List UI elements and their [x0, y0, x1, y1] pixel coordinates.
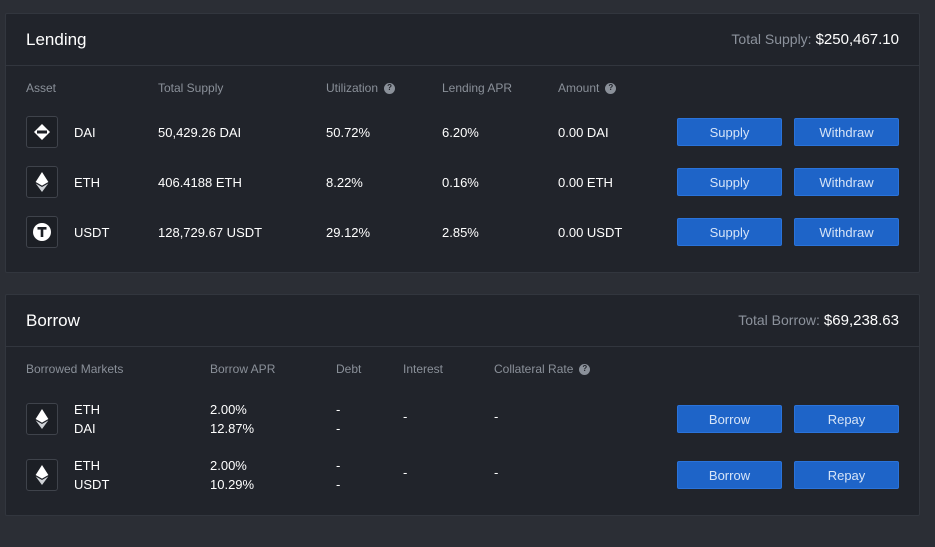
lending-row-eth: ETH 406.4188 ETH 8.22% 0.16% 0.00 ETH Su… [6, 160, 919, 210]
repay-button[interactable]: Repay [794, 461, 899, 489]
eth-icon [26, 403, 58, 435]
total-supply-label: Total Supply: [731, 31, 812, 47]
borrow-button[interactable]: Borrow [677, 405, 782, 433]
col-asset: Asset [26, 81, 57, 95]
market-assets: ETH USDT [74, 456, 109, 494]
total-supply-value: 50,429.26 DAI [158, 125, 242, 140]
help-icon[interactable]: ? [605, 82, 617, 94]
borrow-column-headers: Borrowed Markets Borrow APR Debt Interes… [6, 347, 919, 391]
lending-column-headers: Asset Total Supply Utilization? Lending … [6, 66, 919, 110]
lending-row-usdt: USDT 128,729.67 USDT 29.12% 2.85% 0.00 U… [6, 210, 919, 260]
market-asset-1: ETH [74, 458, 100, 473]
withdraw-button[interactable]: Withdraw [794, 168, 899, 196]
asset-name: DAI [74, 125, 96, 140]
debt-values: - - [336, 400, 340, 438]
borrow-title: Borrow [26, 310, 80, 330]
lending-title: Lending [26, 29, 87, 49]
withdraw-button[interactable]: Withdraw [794, 118, 899, 146]
borrow-row-eth-dai: ETH DAI 2.00% 12.87% - - - - Borrow Repa… [6, 391, 919, 447]
col-lending-apr: Lending APR [442, 81, 513, 95]
total-borrow-value: $69,238.63 [823, 312, 899, 329]
total-supply-value: 406.4188 ETH [158, 175, 242, 190]
borrow-button[interactable]: Borrow [677, 461, 782, 489]
lending-header: Lending Total Supply: $250,467.10 [6, 14, 919, 66]
market-asset-1: ETH [74, 402, 100, 417]
debt-1: - [336, 402, 341, 417]
lending-apr-value: 0.16% [442, 175, 479, 190]
debt-2: - [336, 421, 341, 436]
amount-value: 0.00 ETH [558, 175, 613, 190]
withdraw-button[interactable]: Withdraw [794, 218, 899, 246]
borrow-apr: 2.00% 12.87% [210, 400, 254, 438]
col-debt: Debt [336, 362, 362, 376]
total-supply-value: $250,467.10 [815, 31, 899, 48]
asset-name: ETH [74, 175, 100, 190]
col-total-supply: Total Supply [158, 81, 224, 95]
borrow-apr-1: 2.00% [210, 458, 247, 473]
debt-2: - [336, 477, 341, 492]
usdt-icon [26, 216, 58, 248]
borrow-panel: Borrow Total Borrow: $69,238.63 Borrowed … [5, 294, 920, 516]
amount-value: 0.00 DAI [558, 125, 609, 140]
borrow-apr-2: 12.87% [210, 421, 255, 436]
borrow-apr-1: 2.00% [210, 402, 247, 417]
utilization-value: 50.72% [326, 125, 371, 140]
supply-button[interactable]: Supply [677, 218, 782, 246]
col-borrowed-markets: Borrowed Markets [26, 362, 124, 376]
supply-button[interactable]: Supply [677, 118, 782, 146]
utilization-value: 29.12% [326, 225, 371, 240]
total-supply-value: 128,729.67 USDT [158, 225, 263, 240]
market-asset-2: DAI [74, 421, 96, 436]
lending-apr-value: 2.85% [442, 225, 479, 240]
supply-button[interactable]: Supply [677, 168, 782, 196]
utilization-value: 8.22% [326, 175, 363, 190]
total-borrow-label: Total Borrow: [738, 312, 820, 328]
interest-value: - [403, 465, 408, 480]
eth-icon [26, 166, 58, 198]
col-amount: Amount? [558, 81, 617, 95]
help-icon[interactable]: ? [384, 82, 396, 94]
asset-name: USDT [74, 225, 110, 240]
debt-values: - - [336, 456, 340, 494]
borrow-apr: 2.00% 10.29% [210, 456, 254, 494]
col-utilization: Utilization? [326, 81, 396, 95]
help-icon[interactable]: ? [579, 363, 591, 375]
amount-value: 0.00 USDT [558, 225, 623, 240]
lending-apr-value: 6.20% [442, 125, 479, 140]
total-supply: Total Supply: $250,467.10 [731, 31, 899, 48]
dai-icon [26, 116, 58, 148]
collateral-rate-value: - [494, 465, 499, 480]
col-borrow-apr: Borrow APR [210, 362, 276, 376]
interest-value: - [403, 409, 408, 424]
collateral-rate-value: - [494, 409, 499, 424]
total-borrow: Total Borrow: $69,238.63 [738, 312, 899, 329]
debt-1: - [336, 458, 341, 473]
borrow-header: Borrow Total Borrow: $69,238.63 [6, 295, 919, 347]
col-collateral-rate: Collateral Rate? [494, 362, 591, 376]
lending-row-dai: DAI 50,429.26 DAI 50.72% 6.20% 0.00 DAI … [6, 110, 919, 160]
eth-icon [26, 459, 58, 491]
market-asset-2: USDT [74, 477, 110, 492]
borrow-row-eth-usdt: ETH USDT 2.00% 10.29% - - - - Borrow Rep… [6, 447, 919, 503]
borrow-apr-2: 10.29% [210, 477, 255, 492]
col-interest: Interest [403, 362, 444, 376]
market-assets: ETH DAI [74, 400, 100, 438]
repay-button[interactable]: Repay [794, 405, 899, 433]
lending-panel: Lending Total Supply: $250,467.10 Asset T… [5, 13, 920, 273]
